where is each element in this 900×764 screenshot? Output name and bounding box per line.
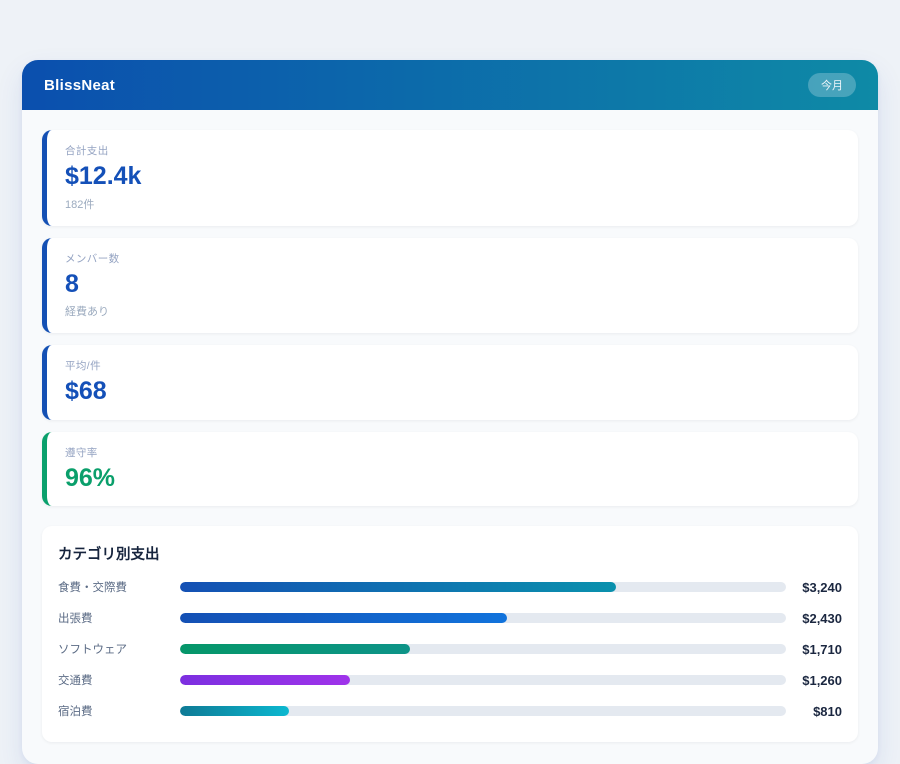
stat-value: 96% xyxy=(65,465,840,493)
dashboard-content: 合計支出 $12.4k 182件 メンバー数 8 経費あり 平均/件 $68 遵… xyxy=(22,110,878,764)
category-amount: $3,240 xyxy=(786,580,842,595)
stat-label: 合計支出 xyxy=(65,143,840,158)
category-bar-fill xyxy=(180,706,289,716)
category-row-lodging: 宿泊費 $810 xyxy=(58,703,842,719)
category-bar-fill xyxy=(180,613,507,623)
category-bar-fill xyxy=(180,675,350,685)
category-row-software: ソフトウェア $1,710 xyxy=(58,641,842,657)
page-background: BlissNeat 今月 合計支出 $12.4k 182件 メンバー数 8 経費… xyxy=(0,0,900,746)
app-title: BlissNeat xyxy=(44,77,115,94)
category-row-transportation: 交通費 $1,260 xyxy=(58,672,842,688)
stat-card-average-per-item: 平均/件 $68 xyxy=(42,345,858,420)
category-label: ソフトウェア xyxy=(58,641,180,657)
stat-sub: 経費あり xyxy=(65,303,840,319)
category-label: 交通費 xyxy=(58,672,180,688)
stat-label: 遵守率 xyxy=(65,445,840,460)
category-bar-fill xyxy=(180,644,410,654)
category-amount: $810 xyxy=(786,704,842,719)
category-bar-track xyxy=(180,706,786,716)
category-bar-track xyxy=(180,644,786,654)
stat-sub: 182件 xyxy=(65,196,840,212)
category-bar-fill xyxy=(180,582,616,592)
stat-value: $12.4k xyxy=(65,163,840,191)
category-amount: $1,710 xyxy=(786,642,842,657)
stat-value: $68 xyxy=(65,378,840,406)
category-amount: $2,430 xyxy=(786,611,842,626)
dashboard-panel: BlissNeat 今月 合計支出 $12.4k 182件 メンバー数 8 経費… xyxy=(22,60,878,764)
category-section-title: カテゴリ別支出 xyxy=(58,543,842,564)
stat-card-total-spend: 合計支出 $12.4k 182件 xyxy=(42,130,858,226)
app-header: BlissNeat 今月 xyxy=(22,60,878,110)
category-breakdown-card: カテゴリ別支出 食費・交際費 $3,240 出張費 $2,430 ソフトウェア … xyxy=(42,526,858,742)
stat-value: 8 xyxy=(65,271,840,299)
category-row-food-entertainment: 食費・交際費 $3,240 xyxy=(58,579,842,595)
category-label: 宿泊費 xyxy=(58,703,180,719)
category-bar-track xyxy=(180,582,786,592)
category-label: 食費・交際費 xyxy=(58,579,180,595)
stat-card-member-count: メンバー数 8 経費あり xyxy=(42,238,858,334)
category-label: 出張費 xyxy=(58,610,180,626)
stat-label: 平均/件 xyxy=(65,358,840,373)
period-badge[interactable]: 今月 xyxy=(808,73,856,97)
category-amount: $1,260 xyxy=(786,673,842,688)
stat-label: メンバー数 xyxy=(65,251,840,266)
category-row-business-trip: 出張費 $2,430 xyxy=(58,610,842,626)
category-bar-track xyxy=(180,613,786,623)
stat-card-compliance-rate: 遵守率 96% xyxy=(42,432,858,507)
category-bar-track xyxy=(180,675,786,685)
